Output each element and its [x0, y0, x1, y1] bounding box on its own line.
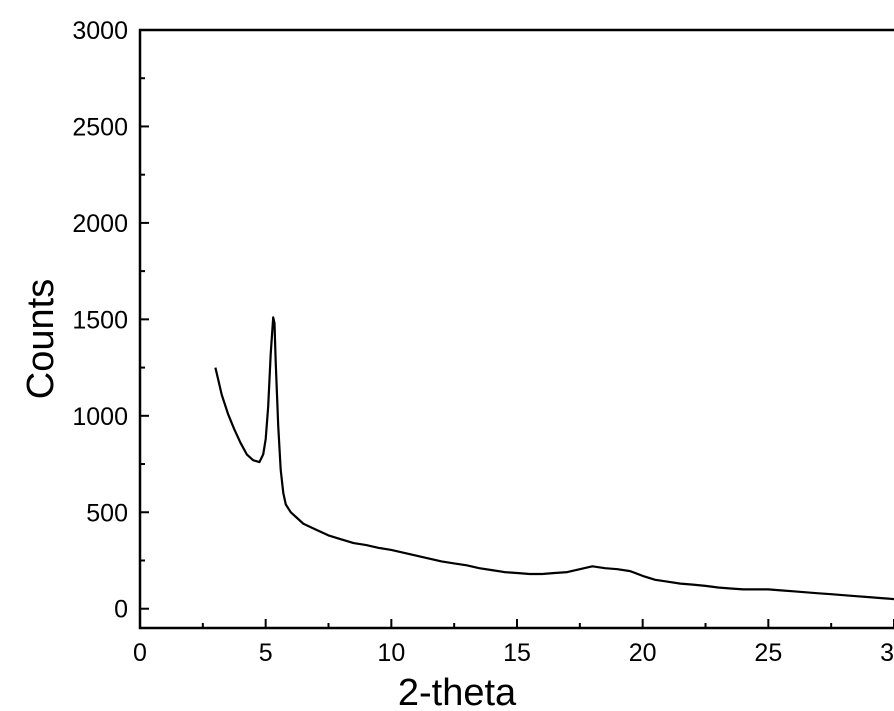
y-tick-label: 0: [114, 596, 128, 624]
x-tick-label: 25: [754, 639, 782, 667]
x-tick-label: 15: [503, 639, 531, 667]
x-tick-label: 0: [133, 639, 147, 667]
plot-frame: [138, 28, 894, 630]
x-tick-label: 10: [377, 639, 405, 667]
y-axis-title: Counts: [20, 279, 62, 399]
y-axis-ticks: [140, 29, 149, 610]
y-tick-label: 3000: [72, 17, 128, 45]
y-tick-label: 2500: [72, 113, 128, 141]
x-axis-ticks: [139, 619, 894, 628]
y-tick-label: 500: [86, 499, 128, 527]
x-tick-label: 5: [259, 639, 273, 667]
y-tick-label: 1000: [72, 403, 128, 431]
x-axis-tick-labels: 0 5 10 15 20 25 30: [133, 639, 894, 667]
x-tick-label: 20: [629, 639, 657, 667]
x-axis-title: 2-theta: [398, 672, 517, 711]
y-tick-label: 2000: [72, 210, 128, 238]
y-tick-label: 1500: [72, 306, 128, 334]
y-axis-tick-labels: 0 500 1000 1500 2000 2500 3000: [72, 17, 128, 624]
x-tick-label: 30: [880, 639, 894, 667]
series-line: [214, 316, 894, 601]
